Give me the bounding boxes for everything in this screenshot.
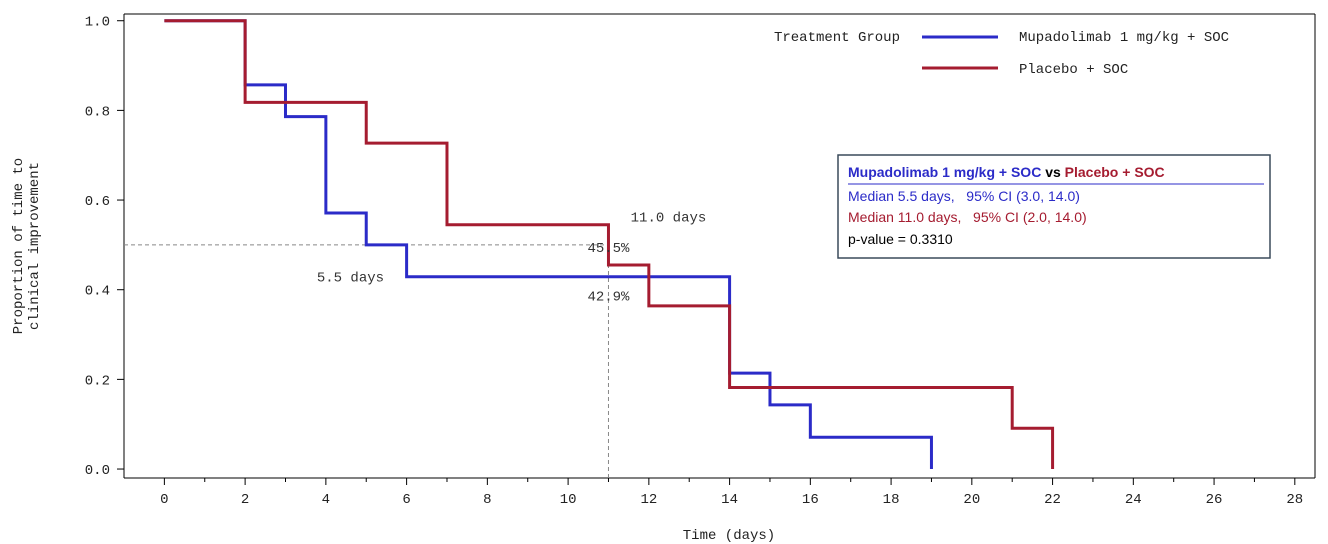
x-tick-label: 20 xyxy=(963,492,980,508)
reference-lines xyxy=(124,224,609,478)
y-tick-label: 0.6 xyxy=(85,194,110,210)
x-tick-label: 18 xyxy=(883,492,900,508)
x-tick-label: 16 xyxy=(802,492,819,508)
x-tick-label: 0 xyxy=(160,492,168,508)
x-tick-label: 12 xyxy=(640,492,657,508)
stats-title-vs: vs xyxy=(1041,164,1064,180)
x-tick-label: 26 xyxy=(1206,492,1223,508)
y-axis-label-line-1: Proportion of time to xyxy=(11,158,27,334)
y-tick-label: 0.0 xyxy=(85,463,110,479)
series-line-placebo xyxy=(164,19,1055,470)
y-tick-label: 0.4 xyxy=(85,284,110,300)
legend-title: Treatment Group xyxy=(774,30,900,46)
y-axis-label-line-2: clinical improvement xyxy=(27,162,43,330)
x-axis-ticks: 0 2 4 6 8 10 12 14 16 18 20 22 24 26 28 xyxy=(160,478,1303,508)
stats-box-border xyxy=(837,154,1271,259)
annotation-label: 11.0 days xyxy=(631,211,707,227)
stats-title-treatment: Mupadolimab 1 mg/kg + SOC xyxy=(848,164,1041,180)
series-group xyxy=(164,19,1055,470)
stats-title-placebo: Placebo + SOC xyxy=(1065,164,1165,180)
x-tick-label: 8 xyxy=(483,492,491,508)
y-tick-label: 0.8 xyxy=(85,104,110,120)
x-tick-label: 14 xyxy=(721,492,738,508)
x-tick-label: 22 xyxy=(1044,492,1061,508)
y-tick-label: 1.0 xyxy=(85,15,110,31)
y-tick-label: 0.2 xyxy=(85,373,110,389)
stats-median-mupadolimab: Median 5.5 days, 95% CI (3.0, 14.0) xyxy=(848,188,1080,204)
stats-box-title: Mupadolimab 1 mg/kg + SOC vs Placebo + S… xyxy=(848,164,1165,180)
x-axis-label: Time (days) xyxy=(683,528,775,544)
x-tick-label: 2 xyxy=(241,492,249,508)
x-tick-label: 24 xyxy=(1125,492,1142,508)
annotation-label: 5.5 days xyxy=(317,270,384,286)
x-tick-label: 6 xyxy=(402,492,410,508)
y-axis-ticks: 0.0 0.2 0.4 0.6 0.8 1.0 xyxy=(85,15,124,479)
annotation-label: 42.9% xyxy=(587,289,630,305)
x-tick-label: 28 xyxy=(1286,492,1303,508)
legend-label-placebo: Placebo + SOC xyxy=(1019,62,1128,78)
legend: Treatment Group Mupadolimab 1 mg/kg + SO… xyxy=(774,30,1229,78)
stats-box: Mupadolimab 1 mg/kg + SOC vs Placebo + S… xyxy=(837,154,1271,259)
y-axis-label: Proportion of time to clinical improveme… xyxy=(11,158,43,334)
stats-p-value: p-value = 0.3310 xyxy=(848,231,953,247)
x-tick-label: 10 xyxy=(560,492,577,508)
series-line-mupadolimab xyxy=(164,19,933,470)
stats-median-placebo: Median 11.0 days, 95% CI (2.0, 14.0) xyxy=(848,209,1087,225)
legend-label-mupadolimab: Mupadolimab 1 mg/kg + SOC xyxy=(1019,30,1229,46)
plot-frame xyxy=(123,13,1316,479)
annotation-label: 45.5% xyxy=(587,241,630,257)
x-tick-label: 4 xyxy=(322,492,330,508)
